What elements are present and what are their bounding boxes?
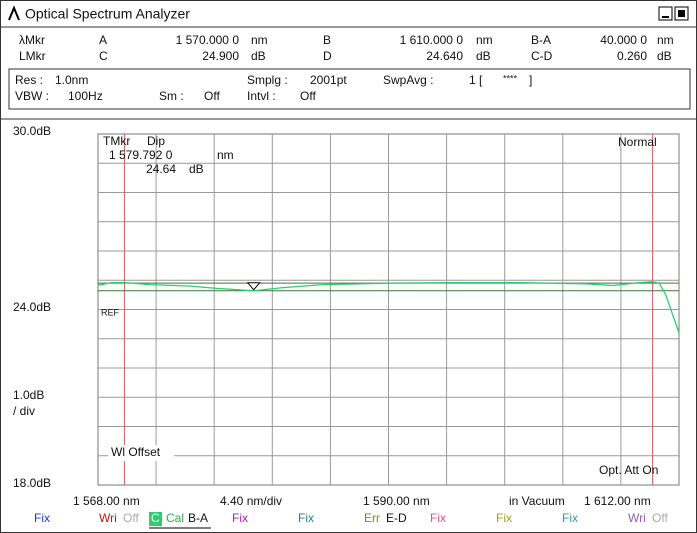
title-bar [1, 1, 696, 27]
marker-value: 1 570.000 0 [176, 33, 240, 47]
setting-label: Intvl : [247, 89, 276, 103]
medium-label: in Vacuum [509, 494, 565, 508]
x-axis-label: 1 568.00 nm [73, 494, 140, 508]
trace-status[interactable]: Wri [99, 511, 117, 525]
label-bg [108, 445, 174, 461]
marker-label: C-D [531, 49, 553, 63]
marker-label: D [323, 49, 332, 63]
window-title: Optical Spectrum Analyzer [25, 6, 190, 22]
trace-status[interactable]: Fix [562, 511, 578, 525]
trace [97, 281, 680, 334]
setting-label: Smplg : [247, 73, 288, 87]
close-icon [678, 10, 685, 17]
setting-value: Off [204, 89, 220, 103]
marker-value: 40.000 0 [600, 33, 647, 47]
marker-value: 0.260 [617, 49, 647, 63]
y-axis-label: 24.0dB [13, 300, 51, 314]
unit: nm [657, 33, 674, 47]
trace-status: Off [652, 511, 668, 525]
tmkr-level: 24.64 [146, 162, 176, 176]
trace-status[interactable]: Fix [430, 511, 446, 525]
setting-label: Sm : [159, 89, 184, 103]
active-box [149, 512, 162, 526]
unit: dB [251, 49, 266, 63]
setting-value: 1.0nm [55, 73, 88, 87]
setting-value: 100Hz [68, 89, 103, 103]
trace-status[interactable]: Fix [496, 511, 512, 525]
marker-label: A [99, 33, 107, 47]
dip-marker [246, 282, 261, 291]
wl-offset-label: Wl Offset [111, 445, 161, 459]
tmkr-wavelength: 1 579.792 0 [109, 148, 173, 162]
y-scale-label: 1.0dB [13, 388, 44, 402]
marker-label: LMkr [19, 49, 46, 63]
tmkr-label: TMkr [103, 134, 130, 148]
setting-value: 2001pt [310, 73, 347, 87]
trace-status[interactable]: C [151, 511, 160, 525]
tmkr-mode: Dip [147, 134, 165, 148]
trace-status[interactable]: Fix [34, 511, 50, 525]
trace-status: Off [123, 511, 139, 525]
unit: nm [251, 33, 268, 47]
marker-value: 24.900 [202, 49, 239, 63]
unit: dB [189, 162, 204, 176]
marker-label: B-A [531, 33, 551, 47]
settings-box [8, 68, 691, 110]
unit: dB [657, 49, 672, 63]
trace-status: B-A [188, 511, 208, 525]
y-axis-label: 18.0dB [13, 476, 51, 490]
y-axis-label: 30.0dB [13, 124, 51, 138]
ref-label: REF [101, 307, 120, 317]
setting-label: Res : [15, 73, 43, 87]
marker-value: 24.640 [426, 49, 463, 63]
marker-value: 1 610.000 0 [400, 33, 464, 47]
setting-label: SwpAvg : [383, 73, 433, 87]
unit: dB [476, 49, 491, 63]
trace-status: E-D [386, 511, 407, 525]
trace-status[interactable]: Fix [232, 511, 248, 525]
logo [8, 5, 20, 21]
setting-value: ] [529, 73, 532, 87]
marker-label: λMkr [19, 33, 45, 47]
unit: nm [217, 148, 234, 162]
trace-status[interactable]: Fix [298, 511, 314, 525]
trace-status[interactable]: Wri [628, 511, 646, 525]
marker-label: C [99, 49, 108, 63]
setting-value: **** [503, 73, 518, 83]
mode-label: Normal [618, 135, 657, 149]
y-scale-label: / div [13, 404, 35, 418]
x-axis-label: 1 590.00 nm [363, 494, 430, 508]
unit: nm [476, 33, 493, 47]
setting-value: Off [300, 89, 316, 103]
setting-value: 1 [ [469, 73, 483, 87]
trace-status: Cal [166, 511, 184, 525]
x-axis-label: 1 612.00 nm [584, 494, 651, 508]
att-label: Opt. Att On [599, 463, 658, 477]
marker-label: B [323, 33, 331, 47]
trace-status[interactable]: Err [364, 511, 380, 525]
minimize-button[interactable] [658, 6, 673, 21]
x-scale-label: 4.40 nm/div [220, 494, 282, 508]
setting-label: VBW : [15, 89, 49, 103]
